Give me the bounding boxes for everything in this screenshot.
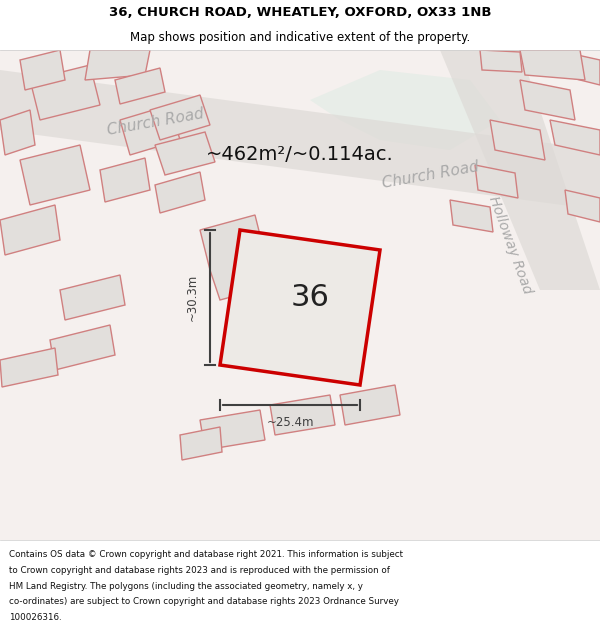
Polygon shape [180,427,222,460]
Polygon shape [310,70,500,150]
Polygon shape [340,385,400,425]
Text: Church Road: Church Road [106,106,205,138]
Polygon shape [490,120,545,160]
Polygon shape [555,50,600,85]
Text: 36, CHURCH ROAD, WHEATLEY, OXFORD, OX33 1NB: 36, CHURCH ROAD, WHEATLEY, OXFORD, OX33 … [109,6,491,19]
Text: HM Land Registry. The polygons (including the associated geometry, namely x, y: HM Land Registry. The polygons (includin… [9,582,363,591]
Polygon shape [50,325,115,370]
Polygon shape [270,395,335,435]
Text: Contains OS data © Crown copyright and database right 2021. This information is : Contains OS data © Crown copyright and d… [9,550,403,559]
Polygon shape [450,200,493,232]
Polygon shape [85,50,150,80]
Text: to Crown copyright and database rights 2023 and is reproduced with the permissio: to Crown copyright and database rights 2… [9,566,390,575]
Polygon shape [200,410,265,450]
Polygon shape [220,230,380,385]
Polygon shape [100,158,150,202]
Polygon shape [550,120,600,155]
Polygon shape [0,110,35,155]
Polygon shape [565,190,600,222]
Text: ~462m²/~0.114ac.: ~462m²/~0.114ac. [206,146,394,164]
Polygon shape [155,172,205,213]
Polygon shape [155,132,215,175]
Polygon shape [120,105,180,155]
Polygon shape [150,95,210,140]
Polygon shape [0,70,600,210]
Text: Map shows position and indicative extent of the property.: Map shows position and indicative extent… [130,31,470,44]
Polygon shape [30,65,100,120]
Polygon shape [520,80,575,120]
Polygon shape [520,50,585,80]
Polygon shape [20,50,65,90]
Text: 36: 36 [290,283,329,312]
Text: co-ordinates) are subject to Crown copyright and database rights 2023 Ordnance S: co-ordinates) are subject to Crown copyr… [9,598,399,606]
Polygon shape [440,50,600,290]
Polygon shape [200,215,275,300]
Polygon shape [480,50,522,72]
Polygon shape [115,68,165,104]
Text: Church Road: Church Road [380,159,479,191]
Polygon shape [0,348,58,387]
Polygon shape [0,205,60,255]
Text: 100026316.: 100026316. [9,613,62,622]
Text: Holloway Road: Holloway Road [486,194,534,296]
Text: ~30.3m: ~30.3m [185,274,199,321]
Text: ~25.4m: ~25.4m [266,416,314,429]
Polygon shape [20,145,90,205]
Polygon shape [60,275,125,320]
Polygon shape [475,165,518,198]
